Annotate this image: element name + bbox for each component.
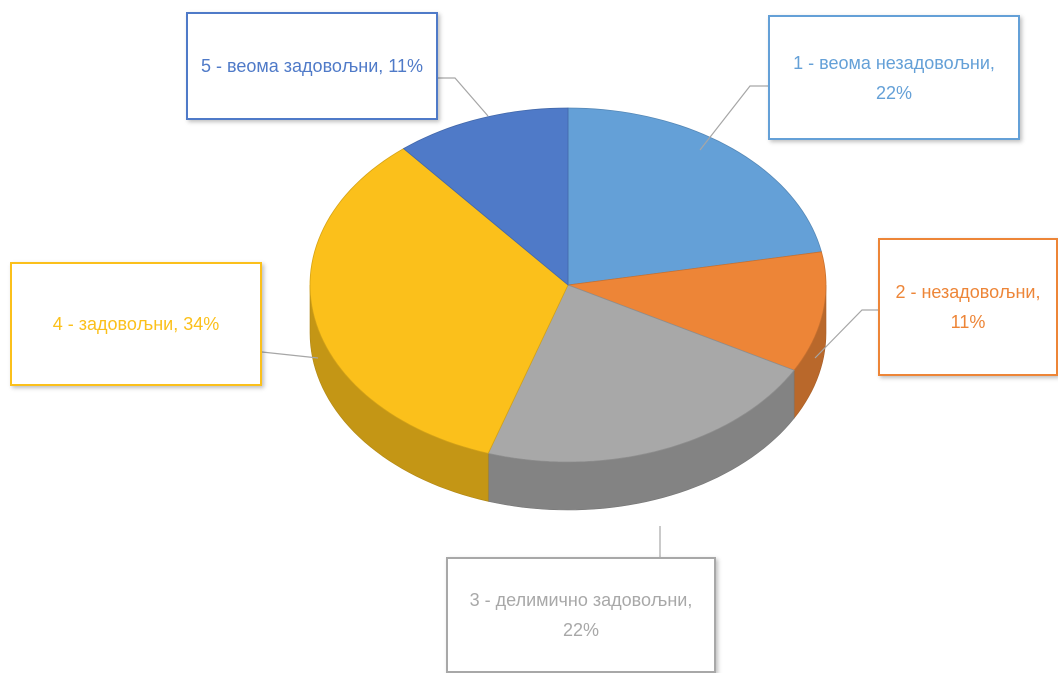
leader-line [699,85,768,151]
category-label: 4 - задовољни [53,314,183,334]
pie-slice [567,251,827,371]
data-label: 3 - делимично задовољни 22% [446,557,716,673]
label-text: 3 - делимично задовољни 22% [458,585,704,645]
label-text: 1 - веома незадовољни 22% [780,48,1008,108]
label-text: 2 - незадовољни 11% [890,277,1046,337]
value-label: 34% [183,314,220,334]
value-label: 11% [950,312,986,332]
category-label: 5 - веома задовољни [201,56,388,76]
label-text: 5 - веома задовољни11% [201,51,423,81]
category-label: 3 - делимично задовољни [470,590,693,610]
leader-line [438,77,489,117]
data-label: 2 - незадовољни 11% [878,238,1058,376]
data-label: 5 - веома задовољни11% [186,12,438,120]
data-label: 1 - веома незадовољни 22% [768,15,1020,140]
leader-line [261,351,319,359]
value-label: 11% [388,56,423,76]
pie-slice [309,148,569,454]
pie-slice [487,284,795,463]
pie-slice [402,107,569,286]
category-label: 2 - незадовољни [895,282,1040,302]
value-label: 22% [875,82,913,103]
leader-line [814,309,878,359]
value-label: 22% [562,620,600,640]
pie-slice [567,107,822,286]
data-label: 4 - задовољни34% [10,262,262,386]
label-text: 4 - задовољни34% [53,309,220,339]
category-label: 1 - веома незадовољни [793,53,995,73]
